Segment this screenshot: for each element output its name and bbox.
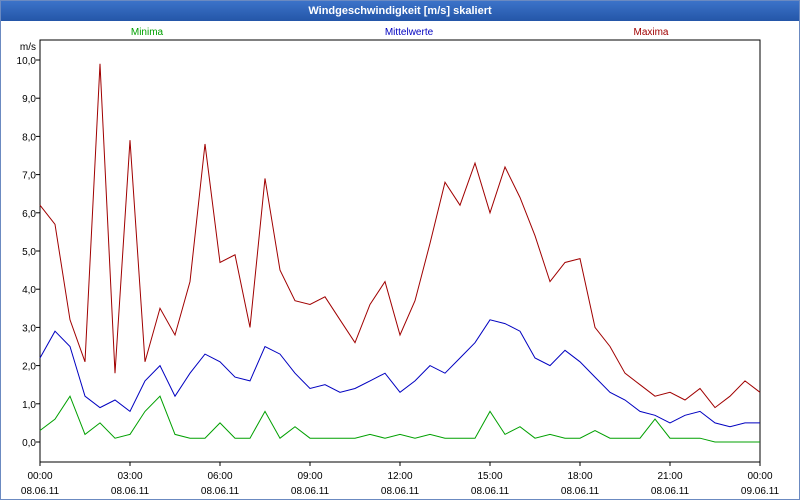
y-tick-label: 8,0	[22, 132, 36, 143]
x-tick-label-time: 09:00	[297, 471, 322, 482]
x-tick-label-date: 08.06.11	[291, 486, 330, 497]
x-tick-label-date: 08.06.11	[471, 486, 510, 497]
y-tick-label: 10,0	[17, 56, 37, 67]
legend-entry-minima: Minima	[131, 27, 164, 38]
x-tick-label-time: 06:00	[207, 471, 232, 482]
y-tick-label: 4,0	[22, 285, 36, 296]
chart-axes	[36, 39, 761, 466]
y-tick-label: 1,0	[22, 400, 36, 411]
y-tick-label: 6,0	[22, 209, 36, 220]
y-tick-label: 7,0	[22, 171, 36, 182]
x-tick-label-date: 08.06.11	[201, 486, 240, 497]
x-tick-label-time: 00:00	[747, 471, 772, 482]
series-line-maxima	[39, 63, 761, 409]
y-tick-label: 9,0	[22, 94, 36, 105]
series-line-minima	[39, 395, 760, 443]
chart-tick-labels: 0,0 1,0 2,0 3,0 4,0 5,0 6,0 7,0 8,0 9,0 10,0 m/s 00:…	[17, 42, 780, 497]
series-line-mittelwerte	[39, 319, 760, 428]
plot-frame	[39, 39, 761, 463]
x-tick-label-time: 18:00	[567, 471, 592, 482]
x-tick-label-time: 03:00	[117, 471, 142, 482]
x-tick-label-date: 08.06.11	[21, 486, 60, 497]
chart-series-group	[39, 63, 761, 443]
y-tick-label: 0,0	[22, 438, 36, 449]
x-tick-label-date: 08.06.11	[381, 486, 420, 497]
x-tick-label-time: 00:00	[27, 471, 52, 482]
x-tick-label-time: 21:00	[657, 471, 682, 482]
x-tick-label-date: 08.06.11	[561, 486, 600, 497]
y-tick-label: 3,0	[22, 323, 36, 334]
x-tick-label-date: 09.06.11	[741, 486, 780, 497]
window-title: Windgeschwindigkeit [m/s] skaliert	[1, 1, 799, 21]
x-tick-label-date: 08.06.11	[111, 486, 150, 497]
x-tick-label-date: 08.06.11	[651, 486, 690, 497]
x-tick-label-time: 12:00	[387, 471, 412, 482]
x-tick-label-time: 15:00	[477, 471, 502, 482]
chart-legend: Minima Mittelwerte Maxima	[131, 27, 669, 38]
y-axis-label: m/s	[20, 42, 36, 53]
y-tick-label: 5,0	[22, 247, 36, 258]
y-tick-label: 2,0	[22, 362, 36, 373]
legend-entry-mittelwerte: Mittelwerte	[385, 27, 434, 38]
legend-entry-maxima: Maxima	[633, 27, 668, 38]
